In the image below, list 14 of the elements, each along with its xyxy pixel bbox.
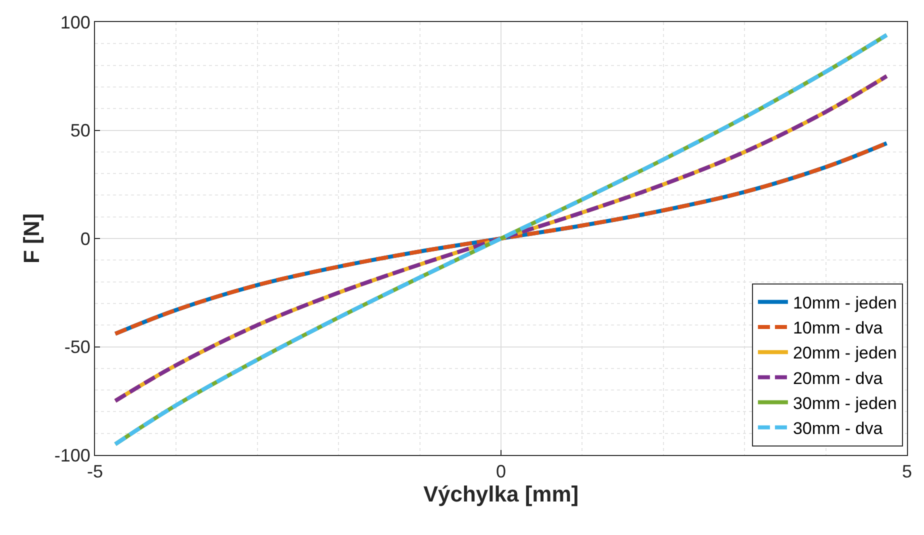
x-axis-title: Výchylka [mm]: [423, 482, 579, 507]
legend-label: 20mm - dva: [792, 368, 884, 388]
x-tick-label: 0: [496, 462, 506, 482]
y-axis-title: F [N]: [19, 213, 44, 264]
legend-label: 20mm - jeden: [792, 344, 897, 363]
legend-label: 10mm - jeden: [792, 294, 897, 313]
y-tick-label: 0: [80, 228, 90, 249]
legend-label: 10mm - dva: [792, 318, 884, 338]
legend-label: 30mm - dva: [792, 419, 884, 438]
y-tick-label: 100: [60, 12, 90, 32]
y-tick-label: 50: [70, 120, 90, 141]
x-tick-label: 5: [902, 462, 912, 482]
y-tick-label: -50: [64, 337, 90, 358]
legend-label: 30mm - jeden: [792, 394, 897, 413]
